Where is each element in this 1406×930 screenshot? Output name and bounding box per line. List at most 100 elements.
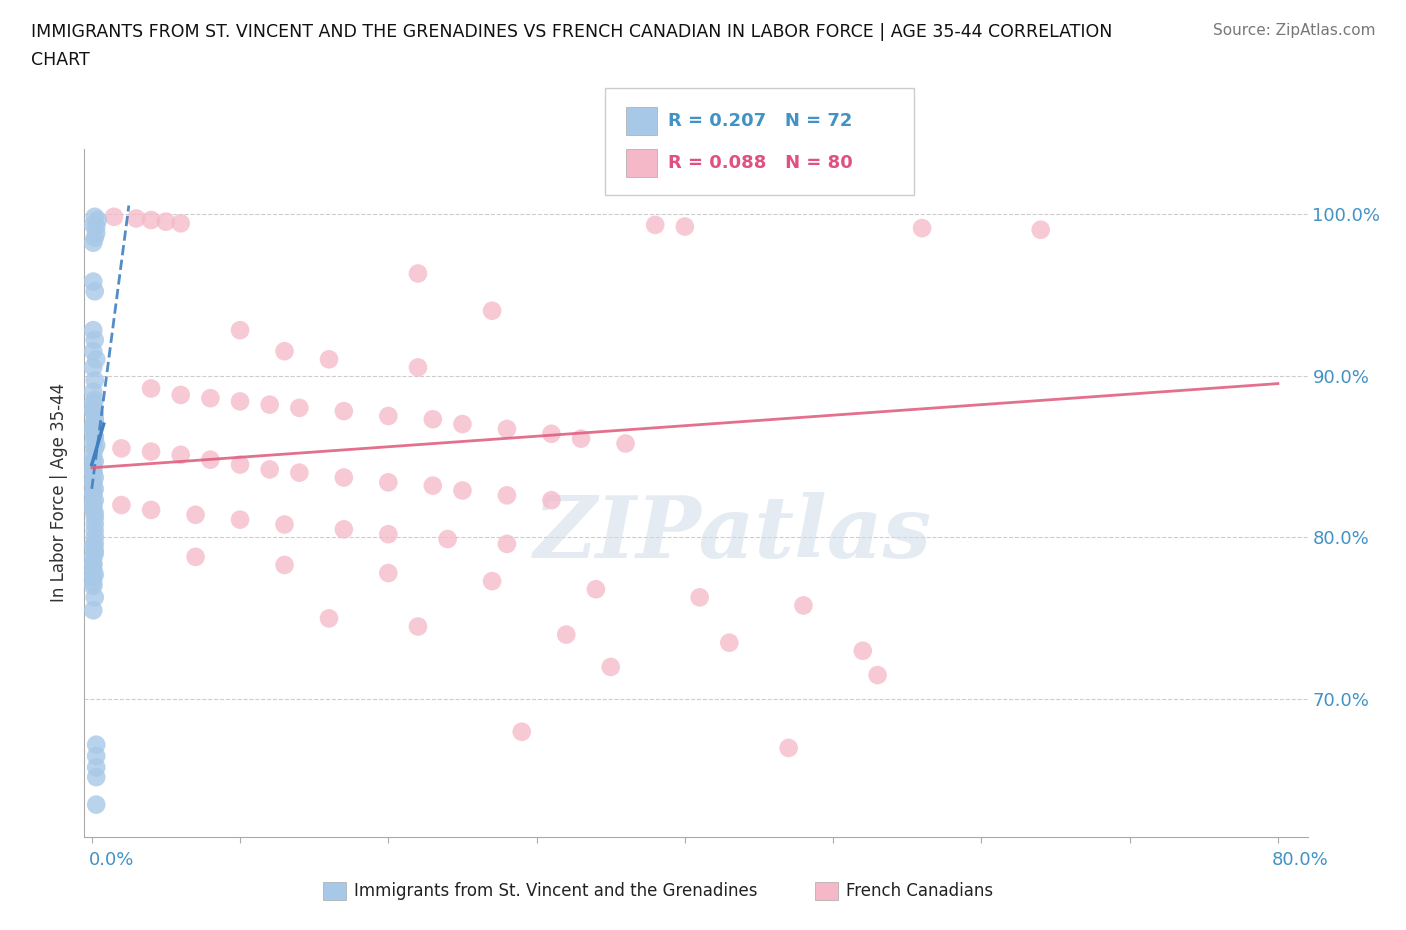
Point xyxy=(82,323,104,338)
Point xyxy=(82,569,104,584)
Point xyxy=(481,574,503,589)
Point xyxy=(84,760,107,775)
Point xyxy=(83,284,105,299)
Point xyxy=(82,418,104,433)
Point xyxy=(510,724,533,739)
Point xyxy=(83,407,105,422)
Point xyxy=(82,495,104,510)
Point xyxy=(82,603,104,618)
Point xyxy=(200,452,222,467)
Point xyxy=(377,475,399,490)
Text: 0.0%: 0.0% xyxy=(89,851,134,869)
Point xyxy=(184,550,207,565)
Point xyxy=(496,421,519,436)
Point xyxy=(718,635,741,650)
Point xyxy=(540,426,562,441)
Point xyxy=(84,737,107,752)
Point xyxy=(184,508,207,523)
Point xyxy=(436,532,458,547)
Point xyxy=(82,384,104,399)
Point xyxy=(83,454,105,469)
Point xyxy=(1029,222,1052,237)
Point xyxy=(83,414,105,429)
Point xyxy=(82,557,104,572)
Point xyxy=(273,344,295,359)
Point xyxy=(84,749,107,764)
Y-axis label: In Labor Force | Age 35-44: In Labor Force | Age 35-44 xyxy=(51,383,69,603)
Point xyxy=(83,209,105,224)
Point xyxy=(82,485,104,499)
Point xyxy=(377,526,399,541)
Point xyxy=(200,391,222,405)
Point xyxy=(82,360,104,375)
Point xyxy=(259,462,281,477)
Point xyxy=(170,216,193,231)
Point xyxy=(259,397,281,412)
Point xyxy=(84,219,107,234)
Point xyxy=(496,537,519,551)
Text: IMMIGRANTS FROM ST. VINCENT AND THE GRENADINES VS FRENCH CANADIAN IN LABOR FORCE: IMMIGRANTS FROM ST. VINCENT AND THE GREN… xyxy=(31,23,1112,41)
Point xyxy=(229,323,252,338)
Point xyxy=(82,502,104,517)
Point xyxy=(496,488,519,503)
Point xyxy=(139,213,162,228)
Point xyxy=(83,493,105,508)
Point xyxy=(406,619,429,634)
Point xyxy=(83,441,105,456)
Point xyxy=(866,668,889,683)
Point xyxy=(83,543,105,558)
Text: Source: ZipAtlas.com: Source: ZipAtlas.com xyxy=(1212,23,1375,38)
Point xyxy=(377,408,399,423)
Point xyxy=(83,530,105,545)
Point xyxy=(229,458,252,472)
Point xyxy=(451,483,474,498)
Point xyxy=(852,644,875,658)
Point xyxy=(84,438,107,453)
Point xyxy=(82,538,104,553)
Text: R = 0.088   N = 80: R = 0.088 N = 80 xyxy=(668,153,852,172)
Point xyxy=(689,590,711,604)
Point xyxy=(82,465,104,480)
Text: R = 0.207   N = 72: R = 0.207 N = 72 xyxy=(668,112,852,130)
Point xyxy=(83,430,105,445)
Point xyxy=(82,473,104,488)
Point xyxy=(318,611,340,626)
Point xyxy=(83,392,105,407)
Point xyxy=(83,332,105,347)
Point xyxy=(83,506,105,521)
Point xyxy=(481,303,503,318)
Point xyxy=(555,627,578,642)
Point xyxy=(406,266,429,281)
Point xyxy=(82,486,104,501)
Point xyxy=(82,419,104,434)
Point xyxy=(83,537,105,551)
Point xyxy=(139,445,162,459)
Point xyxy=(84,797,107,812)
Point xyxy=(82,556,104,571)
Point xyxy=(540,493,562,508)
Point xyxy=(333,404,356,418)
Point xyxy=(792,598,814,613)
Point xyxy=(273,517,295,532)
Point xyxy=(84,770,107,785)
Point xyxy=(673,219,696,234)
Point xyxy=(83,524,105,538)
Text: French Canadians: French Canadians xyxy=(846,882,994,900)
Point xyxy=(110,498,132,512)
Point xyxy=(82,402,104,417)
Point xyxy=(333,522,356,537)
Point xyxy=(83,412,105,427)
Point xyxy=(155,214,177,229)
Point xyxy=(125,211,148,226)
Point xyxy=(229,394,252,409)
Point xyxy=(82,395,104,410)
Point xyxy=(288,401,311,416)
Point xyxy=(83,373,105,388)
Point xyxy=(422,478,444,493)
Point xyxy=(170,447,193,462)
Point xyxy=(83,511,105,525)
Point xyxy=(82,404,104,418)
Text: CHART: CHART xyxy=(31,51,90,69)
Point xyxy=(288,465,311,480)
Point xyxy=(82,235,104,250)
